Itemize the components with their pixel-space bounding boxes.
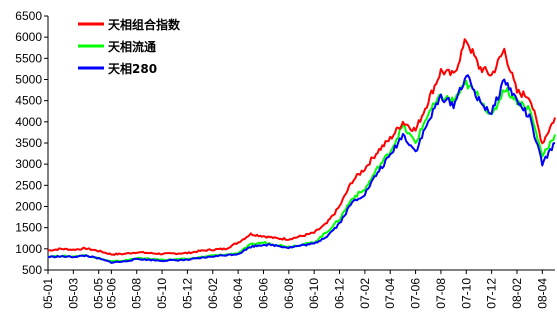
x-tick-label: 05-01	[41, 278, 55, 309]
x-tick-label: 06-06	[256, 278, 270, 309]
x-tick-label: 07-02	[358, 278, 372, 309]
series-line	[47, 79, 556, 263]
y-tick-label: 3000	[15, 157, 42, 171]
series-line	[47, 38, 556, 256]
y-tick-label: 500	[22, 263, 42, 277]
x-tick-label: 07-08	[434, 278, 448, 309]
legend-label: 天相组合指数	[108, 17, 181, 32]
x-tick-label: 06-12	[333, 278, 347, 309]
series-line	[47, 74, 556, 264]
x-tick-label: 07-10	[459, 278, 473, 309]
x-tick-label: 05-08	[130, 278, 144, 309]
y-tick-label: 5500	[15, 51, 42, 65]
x-tick-label: 05-03	[66, 278, 80, 309]
x-tick-label: 06-08	[282, 278, 296, 309]
x-tick-label: 05-12	[180, 278, 194, 309]
y-tick-label: 5000	[15, 73, 42, 87]
x-tick-label: 05-10	[155, 278, 169, 309]
x-tick-label: 07-12	[485, 278, 499, 309]
series-layer	[47, 38, 556, 264]
x-tick-label: 05-06	[104, 278, 118, 309]
x-tick-label: 07-06	[409, 278, 423, 309]
y-tick-label: 2000	[15, 200, 42, 214]
y-tick-label: 4500	[15, 94, 42, 108]
y-tick-label: 6000	[15, 30, 42, 44]
legend-label: 天相280	[108, 61, 157, 76]
y-tick-label: 1500	[15, 221, 42, 235]
y-tick-label: 4000	[15, 115, 42, 129]
y-tick-label: 2500	[15, 178, 42, 192]
x-tick-label: 07-04	[383, 278, 397, 309]
legend-label: 天相流通	[108, 39, 156, 54]
y-tick-label: 3500	[15, 136, 42, 150]
y-axis: 500 1000 1500 2000 2500 3000 3500 4000 4500 5000 5…	[15, 9, 49, 277]
x-tick-label: 08-02	[510, 278, 524, 309]
x-tick-label: 06-04	[231, 278, 245, 309]
x-tick-label: 08-04	[535, 278, 549, 309]
y-tick-label: 6500	[15, 9, 42, 23]
x-tick-label: 06-02	[206, 278, 220, 309]
x-tick-label: 06-10	[307, 278, 321, 309]
x-tick-label: 05-05	[92, 278, 106, 309]
y-tick-label: 1000	[15, 242, 42, 256]
